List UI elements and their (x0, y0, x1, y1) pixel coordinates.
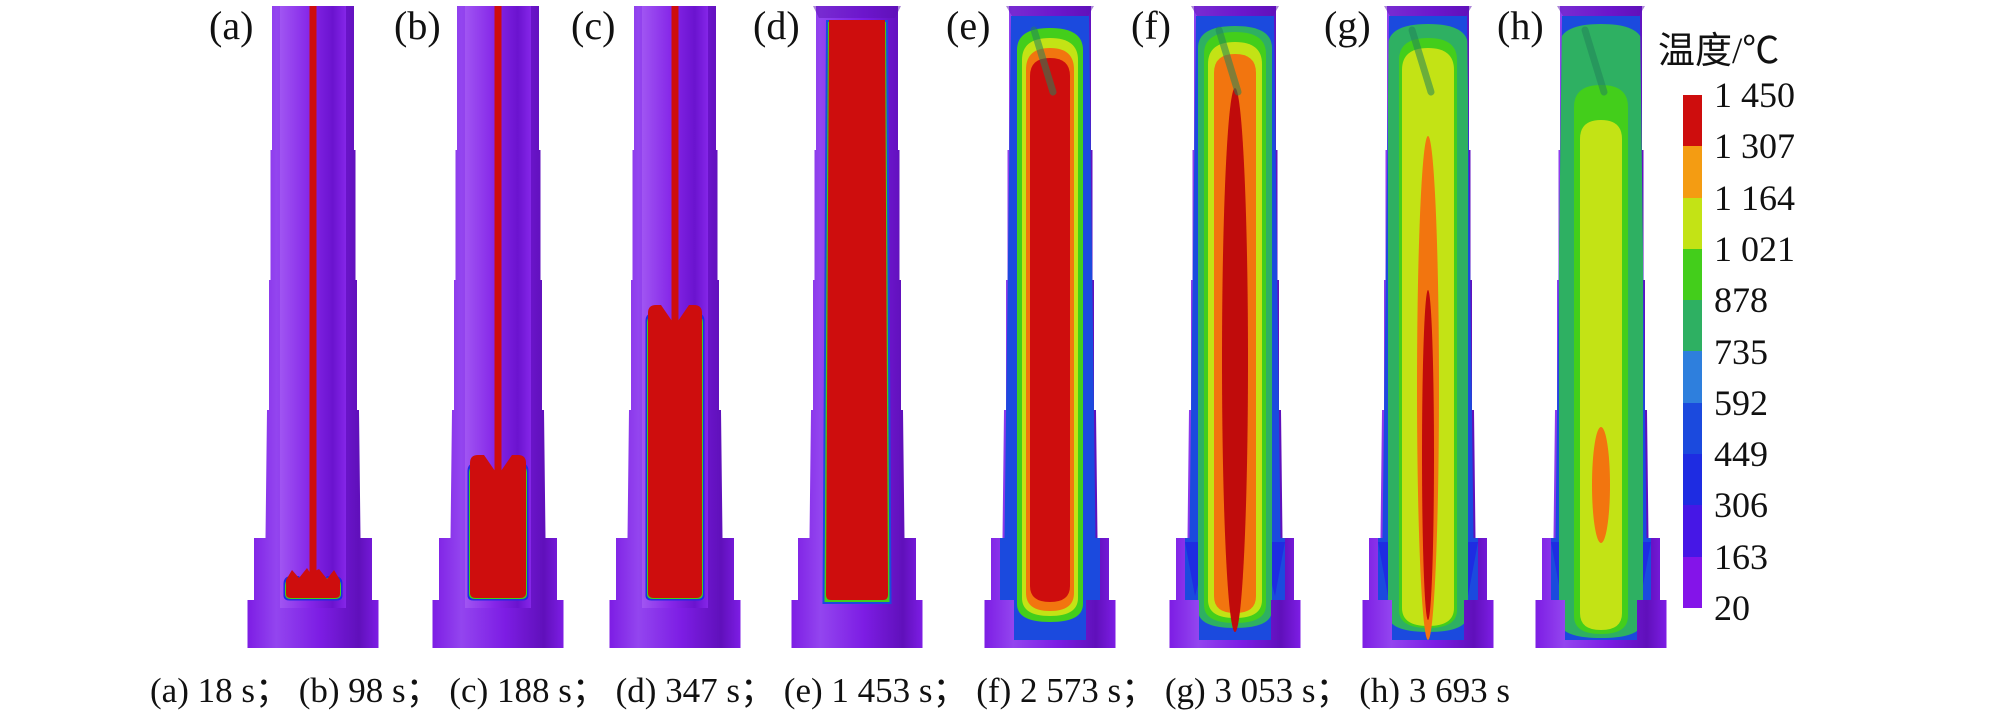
legend-colorbar (1683, 95, 1702, 608)
legend-value: 449 (1714, 434, 1768, 475)
temperature-contour-plot (1535, 6, 1667, 648)
legend-value: 1 164 (1714, 177, 1795, 218)
contour-panel_orange (1592, 427, 1610, 543)
panel-c: (c) (571, 0, 765, 660)
legend-value: 878 (1714, 280, 1768, 321)
temperature-contour-plot (1362, 6, 1494, 648)
temperature-contours (1559, 24, 1643, 638)
legend-band (1683, 402, 1702, 455)
legend-title: 温度/℃ (1658, 31, 1780, 72)
figure-caption: (a) 18 s； (b) 98 s； (c) 188 s； (d) 347 s… (150, 671, 1510, 710)
panel-label: (a) (209, 3, 254, 48)
contour-yellow_green (1580, 120, 1622, 630)
legend-band (1683, 556, 1702, 608)
mold-top-face (1384, 6, 1472, 16)
melt-stream (671, 6, 679, 324)
molten-column (826, 20, 888, 600)
panel-g: (g) (1324, 0, 1518, 660)
contour-red (1030, 58, 1070, 602)
temperature-contour-plot (247, 6, 379, 648)
legend-band (1683, 351, 1702, 403)
mold-top-face (1006, 6, 1094, 16)
panel-b: (b) (394, 0, 588, 660)
legend-band (1683, 95, 1702, 147)
legend-value: 306 (1714, 485, 1768, 526)
panel-d: (d) (753, 0, 947, 660)
cap-streak (1408, 26, 1435, 96)
temperature-contours (1017, 26, 1083, 622)
legend-value: 1 307 (1714, 126, 1795, 167)
temperature-contour-plot (432, 6, 564, 648)
temperature-contours (1388, 24, 1468, 640)
legend-band (1683, 454, 1702, 506)
legend-value: 592 (1714, 382, 1768, 423)
legend-value: 1 450 (1714, 75, 1795, 115)
legend-band (1683, 146, 1702, 198)
legend-value: 1 021 (1714, 228, 1795, 269)
temperature-contour-plot (791, 6, 923, 648)
legend-value: 20 (1714, 588, 1750, 628)
legend-band (1683, 197, 1702, 249)
mold-top-face (1191, 6, 1279, 16)
panel-a: (a) (209, 0, 403, 660)
panel-label: (c) (571, 3, 616, 48)
melt-pool (470, 455, 526, 598)
contour-dark_red (1422, 290, 1434, 620)
panel-e: (e) (946, 0, 1140, 660)
mold-top-face (1557, 6, 1645, 16)
cap-streak (1581, 26, 1608, 96)
cap-streak (1215, 26, 1242, 96)
contour-dark_red (1222, 88, 1248, 632)
legend-value: 735 (1714, 331, 1768, 372)
melt-stream (494, 6, 502, 474)
melt-stream (309, 6, 317, 587)
temperature-contour-plot (609, 6, 741, 648)
panel-label: (h) (1497, 3, 1544, 48)
legend-value: 163 (1714, 536, 1768, 577)
panel-h: (h) (1497, 0, 1691, 660)
panel-label: (f) (1131, 3, 1171, 48)
melt-pool (648, 305, 702, 598)
temperature-contour-plot (1169, 6, 1301, 648)
cap-streak (1030, 26, 1057, 96)
panel-label: (e) (946, 3, 991, 48)
legend-band (1683, 505, 1702, 557)
temperature-contour-plot (984, 6, 1116, 648)
panel-label: (d) (753, 3, 800, 48)
panel-label: (g) (1324, 3, 1371, 48)
temperature-contours (1198, 26, 1272, 632)
panel-label: (b) (394, 3, 441, 48)
legend-band (1683, 300, 1702, 352)
legend-band (1683, 248, 1702, 301)
mold-top-face (813, 6, 901, 18)
panel-f: (f) (1131, 0, 1325, 660)
